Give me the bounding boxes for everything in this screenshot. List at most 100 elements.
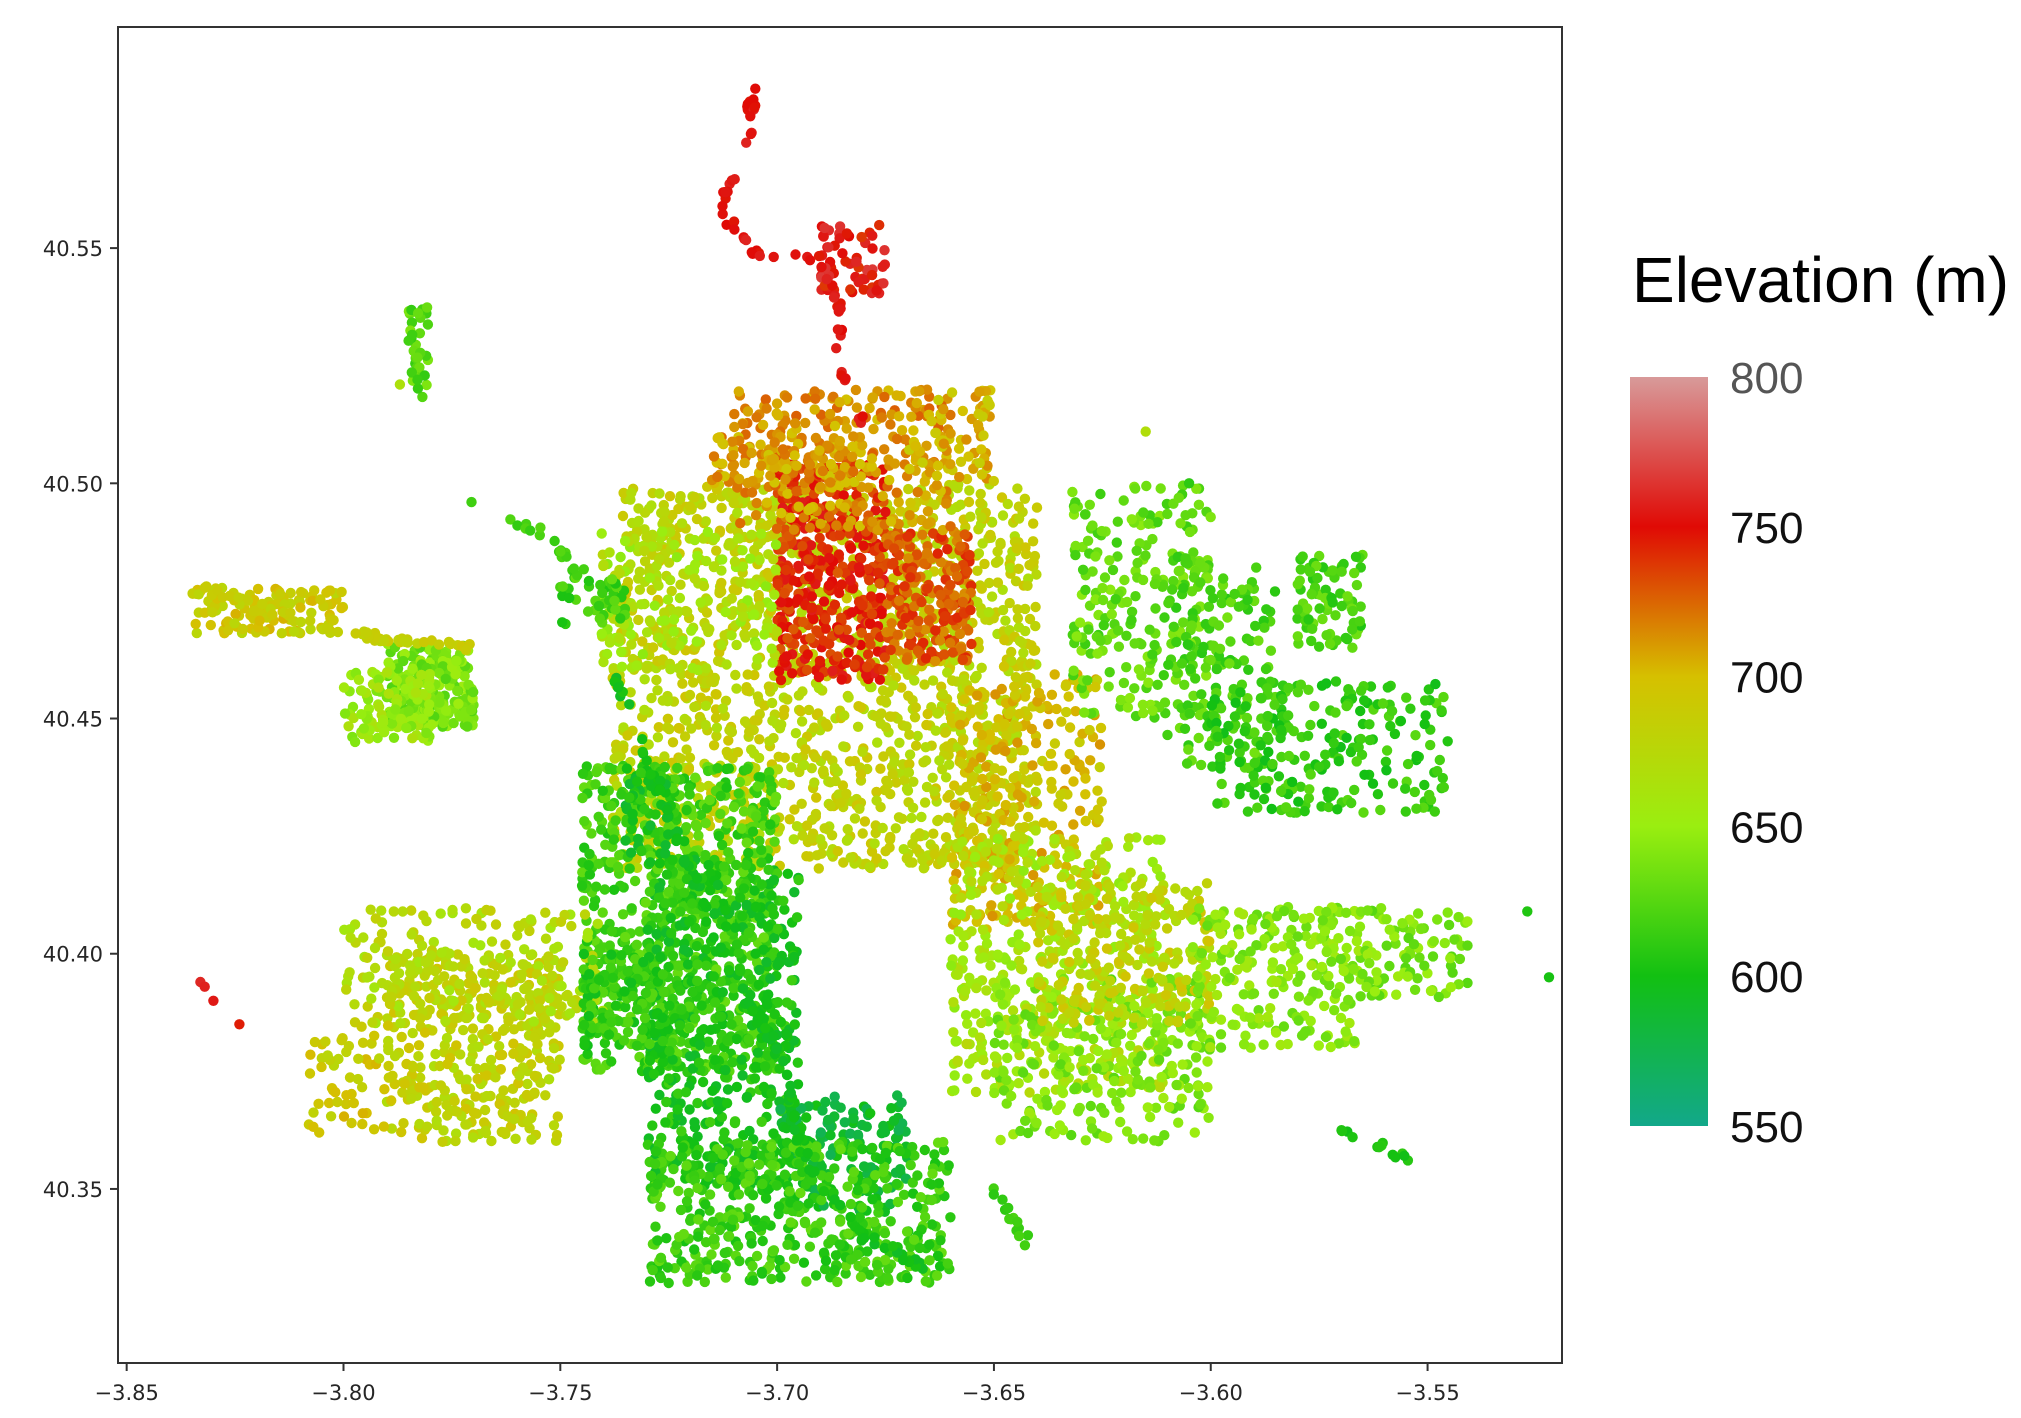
- data-point: [651, 674, 662, 686]
- data-point: [710, 712, 722, 724]
- data-point: [968, 787, 979, 798]
- data-point: [1372, 789, 1384, 800]
- data-point: [752, 781, 763, 792]
- data-point: [913, 615, 924, 627]
- data-point: [997, 604, 1009, 616]
- data-point: [1317, 613, 1328, 625]
- data-point: [711, 689, 722, 700]
- data-point: [728, 497, 739, 509]
- data-point: [1049, 669, 1060, 680]
- data-point: [1223, 745, 1235, 756]
- data-point: [930, 725, 941, 736]
- data-point: [748, 628, 760, 639]
- data-point: [888, 680, 899, 691]
- data-point: [834, 435, 846, 447]
- data-point: [663, 1073, 674, 1084]
- data-point: [1205, 511, 1216, 523]
- data-point: [919, 797, 931, 808]
- data-point: [808, 613, 819, 625]
- data-point: [1261, 604, 1272, 615]
- data-point: [1213, 620, 1225, 631]
- data-point: [737, 602, 748, 614]
- data-point: [1104, 555, 1115, 566]
- data-point: [1316, 718, 1328, 729]
- data-point: [796, 716, 808, 727]
- data-point: [891, 433, 903, 445]
- data-point: [886, 618, 897, 629]
- data-point: [981, 761, 992, 772]
- data-point: [1060, 680, 1072, 692]
- data-point: [845, 542, 857, 554]
- data-point: [737, 611, 749, 622]
- data-point: [878, 664, 889, 675]
- data-point: [968, 825, 979, 837]
- data-point: [689, 573, 700, 584]
- data-point: [674, 592, 686, 604]
- data-point: [1250, 620, 1261, 632]
- data-point: [880, 506, 891, 518]
- data-point: [619, 535, 631, 547]
- data-point: [825, 477, 836, 488]
- data-point: [1411, 803, 1422, 814]
- data-point: [1178, 582, 1189, 594]
- data-point: [769, 932, 780, 944]
- data-point: [721, 782, 732, 793]
- data-point: [1229, 711, 1241, 722]
- data-point: [803, 504, 814, 516]
- data-point: [876, 412, 887, 423]
- data-point: [1006, 646, 1017, 658]
- data-point: [797, 540, 808, 552]
- data-point: [825, 458, 837, 470]
- data-point: [675, 985, 686, 996]
- data-point: [843, 647, 854, 658]
- data-point: [1258, 793, 1270, 805]
- data-point: [614, 850, 625, 861]
- data-point: [1181, 758, 1193, 769]
- data-point: [1084, 724, 1095, 736]
- data-point: [845, 575, 856, 586]
- data-point: [1429, 806, 1441, 817]
- data-point: [893, 496, 904, 508]
- data-point: [624, 863, 635, 874]
- data-point: [954, 628, 966, 640]
- data-point: [1294, 575, 1306, 586]
- data-point: [744, 726, 755, 738]
- data-point: [711, 730, 722, 742]
- data-point: [1283, 682, 1294, 694]
- data-point: [922, 519, 933, 530]
- data-point: [756, 460, 767, 471]
- data-point: [1425, 739, 1436, 751]
- data-point: [838, 741, 849, 752]
- data-point: [769, 437, 780, 448]
- data-point: [779, 904, 790, 915]
- data-point: [789, 951, 800, 963]
- data-point: [804, 571, 815, 582]
- data-point: [831, 520, 842, 531]
- data-point: [906, 812, 917, 824]
- data-point: [739, 457, 750, 469]
- data-point: [1004, 782, 1016, 794]
- data-point: [809, 404, 820, 415]
- data-point: [1176, 658, 1188, 669]
- data-point: [866, 453, 878, 464]
- data-point: [620, 931, 631, 943]
- data-point: [684, 689, 696, 701]
- data-point: [1303, 793, 1315, 804]
- data-point: [1019, 625, 1031, 637]
- data-point: [1336, 566, 1347, 577]
- data-point: [800, 417, 811, 429]
- data-point: [709, 1044, 721, 1056]
- data-point: [1038, 817, 1050, 828]
- data-point: [922, 708, 933, 720]
- data-point: [672, 762, 683, 774]
- data-point: [631, 660, 642, 671]
- data-point: [955, 499, 966, 510]
- data-point: [945, 579, 956, 591]
- data-point: [1215, 703, 1227, 714]
- data-point: [879, 444, 890, 455]
- data-point: [644, 886, 656, 897]
- data-point: [995, 537, 1006, 549]
- data-point: [1049, 738, 1061, 749]
- data-point: [614, 633, 625, 644]
- data-point: [738, 883, 750, 894]
